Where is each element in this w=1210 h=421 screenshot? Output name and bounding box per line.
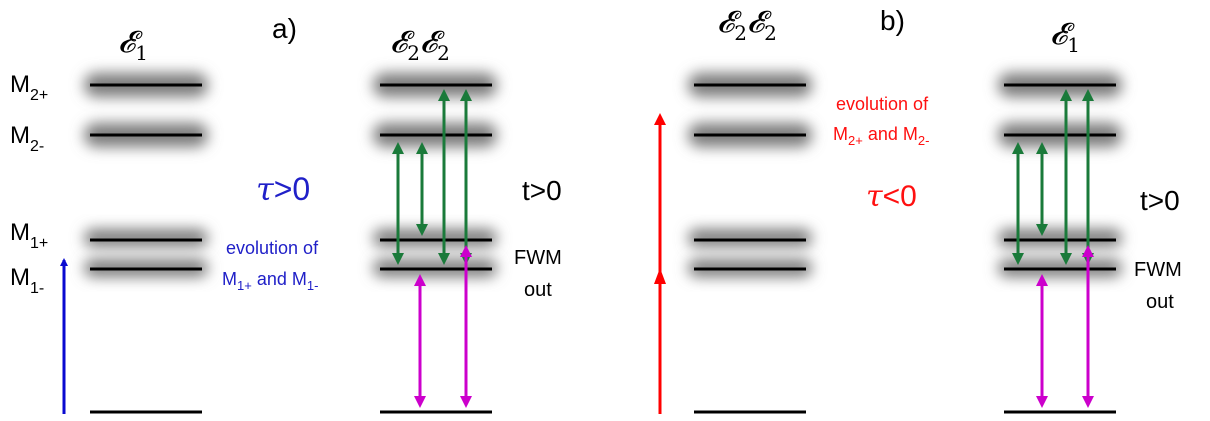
panel-b-probe-header: 𝓔1 [1050,17,1080,57]
panel-b-fwm-line2: out [1146,291,1174,313]
level-label-m2minus: M2- [10,122,44,155]
panel-a-probe-column: 𝓔2𝓔2 t>0 FWM out [373,25,562,414]
panel-b-fwm-line1: FWM [1134,259,1182,281]
level-label-m2plus: M2+ [10,71,48,104]
panel-a-fwm-line1: FWM [514,247,562,269]
panel-a-probe-header: 𝓔2𝓔2 [390,25,450,65]
panel-b-excitation-header: 𝓔2𝓔2 [717,5,777,45]
panel-a-fwm-line2: out [524,279,552,301]
level-label-m1plus: M1+ [10,219,48,252]
panel-a-evolution-line1: evolution of [226,238,319,258]
panel-b-probe-column: 𝓔1 t>0 FWM out [998,17,1182,414]
panel-a-time: t>0 [522,175,562,206]
panel-b-evolution-line1: evolution of [836,94,929,114]
panel-a-annotations: a) τ>0 evolution of M1+ and M1- [222,13,319,293]
panel-b-delay: τ<0 [866,179,917,214]
panel-a-label: a) [272,13,297,44]
panel-b-excitation-column: 𝓔2𝓔2 [654,5,812,414]
panel-b-evolution-line2: M2+ and M2- [833,124,929,148]
panel-b-label: b) [880,5,905,36]
panel-b-annotations: b) evolution of M2+ and M2- τ<0 [833,5,929,214]
panel-a-excitation-column: 𝓔1 [60,25,208,414]
level-labels: M2+ M2- M1+ M1- [10,71,48,297]
panel-a-excitation-header: 𝓔1 [118,25,148,65]
level-glows [688,73,812,277]
excitation-arrow-red-midhead [654,268,666,284]
level-glows [373,73,497,277]
panel-a-delay: τ>0 [256,170,310,208]
panel-a-evolution-line2: M1+ and M1- [222,269,318,293]
panel-b-time: t>0 [1140,185,1180,216]
level-label-m1minus: M1- [10,264,44,297]
level-glows [84,73,208,277]
